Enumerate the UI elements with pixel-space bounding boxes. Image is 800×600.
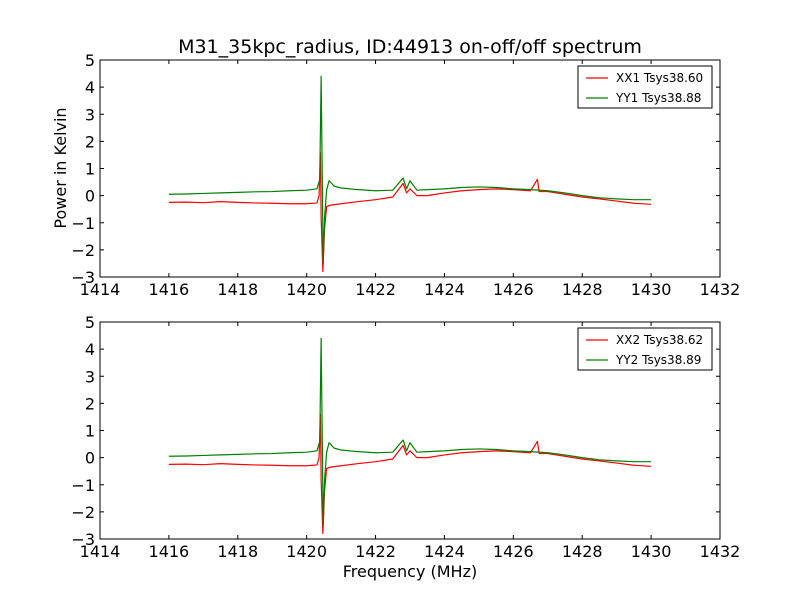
x-tick-label: 1424 [424,542,465,561]
y-tick-label: 5 [85,313,95,332]
y-tick-label: 1 [85,160,95,179]
legend: XX2 Tsys38.62 YY2 Tsys38.89 [577,327,713,371]
x-tick-label: 1432 [700,542,741,561]
y-tick-label: 0 [85,187,95,206]
x-tick-label: 1422 [355,280,396,299]
legend-frame [577,65,713,109]
y-tick-label: 0 [85,449,95,468]
y-tick-label: −1 [71,476,95,495]
y-tick-label: 4 [85,78,95,97]
x-tick-label: 1428 [562,280,603,299]
x-tick-label: 1422 [355,542,396,561]
y-tick-label: −2 [71,503,95,522]
y-tick-label: 3 [85,367,95,386]
x-axis-label: Frequency (MHz) [343,562,477,581]
series-line-xx1 [168,151,652,273]
y-axis-label: Power in Kelvin [51,107,70,228]
x-tick-label: 1426 [493,542,534,561]
x-tick-label: 1414 [80,542,121,561]
y-tick-label: 4 [85,340,95,359]
y-tick-label: −3 [71,268,95,287]
x-tick-label: 1416 [149,542,190,561]
x-tick-label: 1414 [80,280,121,299]
x-tick-label: 1420 [286,280,327,299]
legend-label: YY2 Tsys38.89 [615,353,701,367]
chart-title: M31_35kpc_radius, ID:44913 on-off/off sp… [178,36,642,58]
series-line-xx2 [168,413,652,535]
y-tick-label: 5 [85,51,95,70]
legend-label: XX1 Tsys38.60 [616,71,703,85]
x-tick-label: 1428 [562,542,603,561]
legend-label: YY1 Tsys38.88 [615,91,701,105]
y-tick-label: 3 [85,105,95,124]
x-tick-label: 1420 [286,542,327,561]
y-tick-label: 2 [85,394,95,413]
x-tick-label: 1432 [700,280,741,299]
series-group [168,75,652,273]
legend-label: XX2 Tsys38.62 [616,333,703,347]
series-line-yy1 [168,75,652,265]
x-tick-label: 1418 [217,542,258,561]
x-tick-label: 1424 [424,280,465,299]
x-tick-label: 1430 [631,280,672,299]
x-tick-label: 1426 [493,280,534,299]
y-tick-label: 2 [85,132,95,151]
panel-1: 1414 1416 1418 1420 1422 1424 1426 1428 1430 1432… [71,51,740,299]
x-tick-label: 1416 [149,280,190,299]
x-tick-label: 1430 [631,542,672,561]
legend-frame [577,327,713,371]
y-tick-label: −2 [71,241,95,260]
y-tick-label: 1 [85,422,95,441]
x-tick-label: 1418 [217,280,258,299]
series-line-yy2 [168,337,652,527]
legend: XX1 Tsys38.60 YY1 Tsys38.88 [577,65,713,109]
panel-2: 1414 1416 1418 1420 1422 1424 1426 1428 1430 1432… [71,313,740,561]
series-group [168,337,652,535]
y-tick-label: −1 [71,214,95,233]
y-tick-label: −3 [71,530,95,549]
